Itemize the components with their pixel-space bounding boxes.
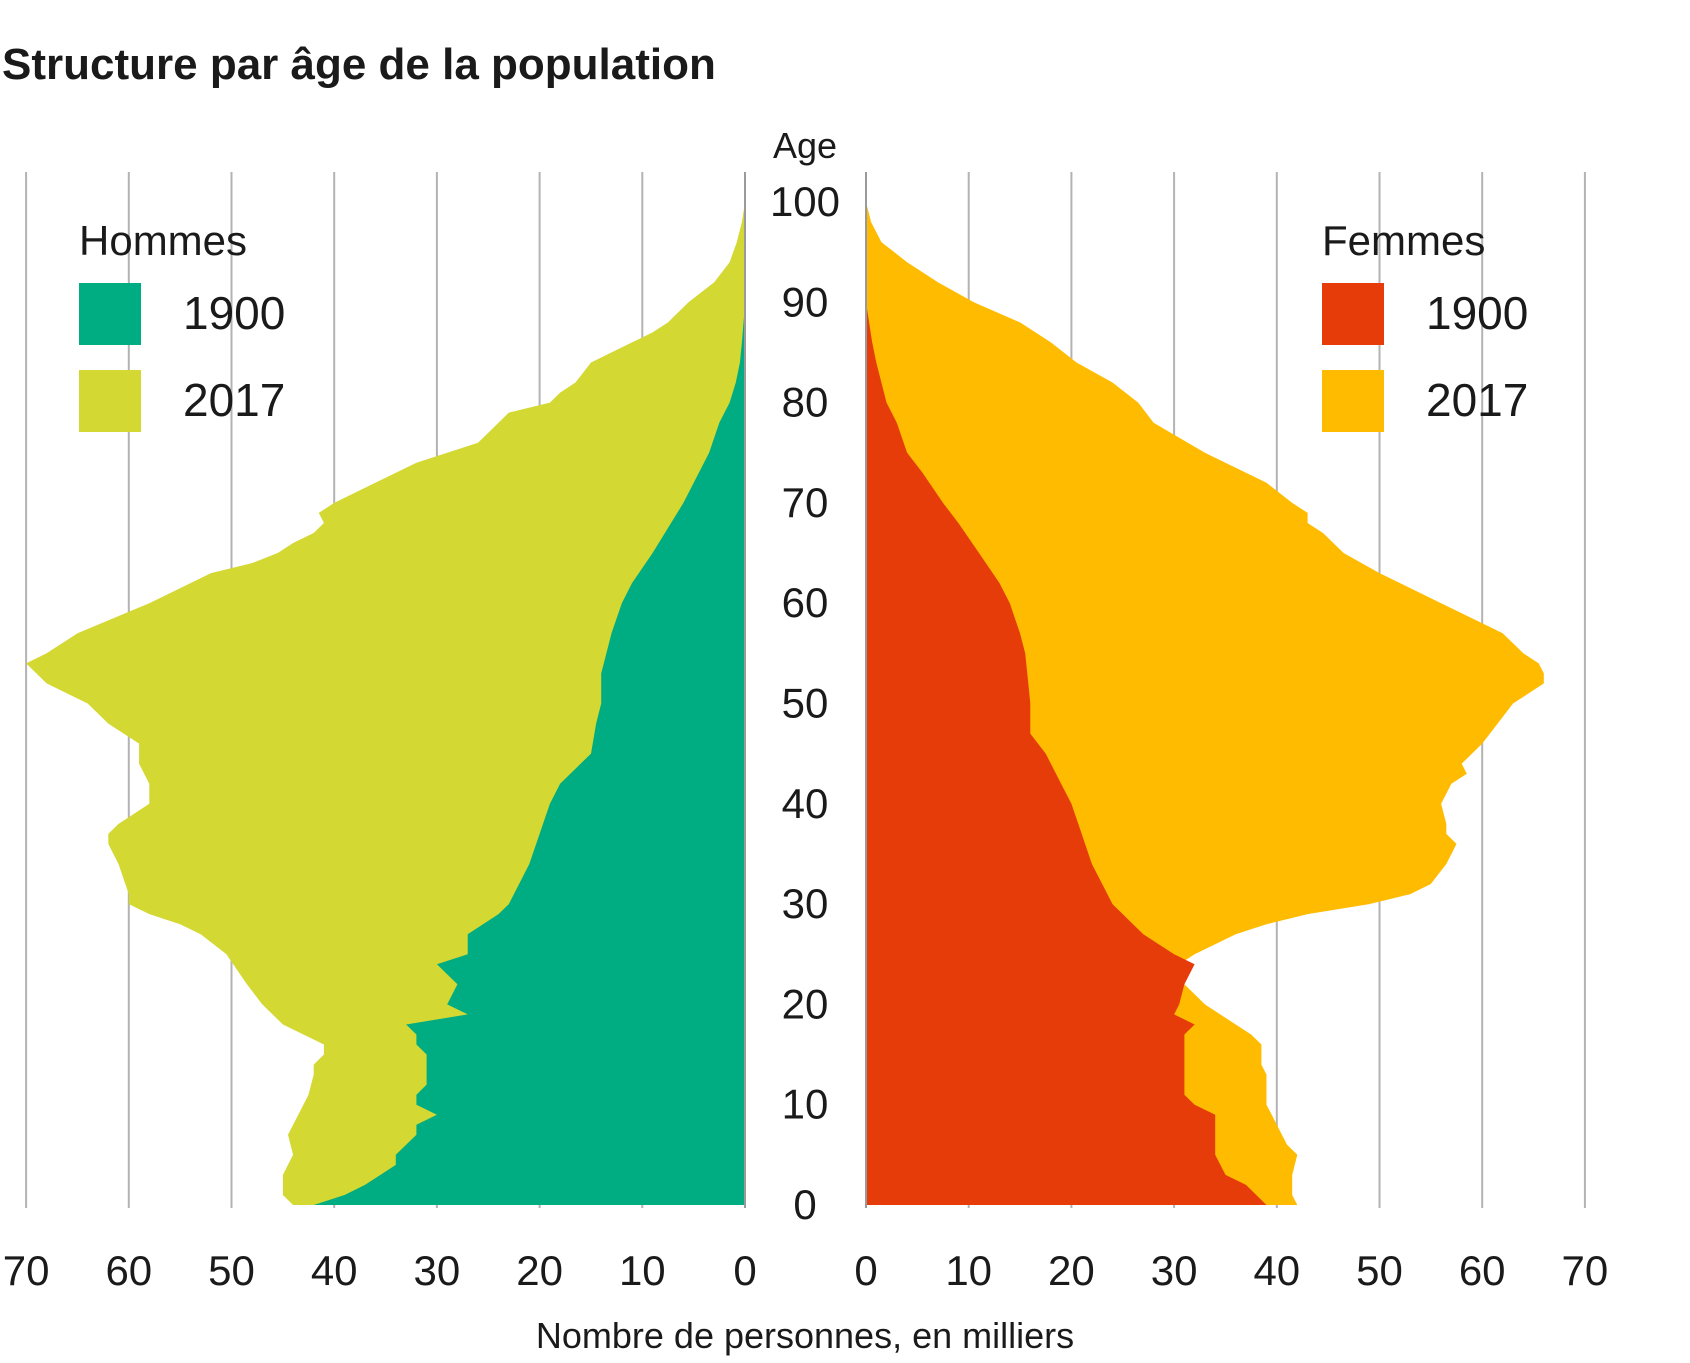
legend-swatch-hommes-2017: [79, 370, 141, 432]
legend-swatch-hommes-1900: [79, 283, 141, 345]
x-tick-label-right: 70: [1562, 1247, 1609, 1294]
x-tick-label-left: 0: [733, 1247, 756, 1294]
legend-swatch-femmes-1900: [1322, 283, 1384, 345]
y-tick-label: 70: [782, 479, 829, 526]
x-tick-label-left: 60: [105, 1247, 152, 1294]
y-tick-label: 50: [782, 680, 829, 727]
x-tick-label-right: 30: [1151, 1247, 1198, 1294]
y-tick-label: 60: [782, 579, 829, 626]
y-tick-label: 100: [770, 178, 840, 225]
x-tick-label-left: 70: [3, 1247, 50, 1294]
x-tick-label-right: 40: [1253, 1247, 1300, 1294]
legend-title-femmes: Femmes: [1322, 217, 1485, 264]
y-tick-label: 40: [782, 780, 829, 827]
x-tick-label-right: 50: [1356, 1247, 1403, 1294]
y-tick-label: 10: [782, 1081, 829, 1128]
x-tick-label-right: 20: [1048, 1247, 1095, 1294]
y-tick-label: 0: [793, 1181, 816, 1228]
legend-label-hommes-2017: 2017: [183, 374, 285, 426]
legends: Hommes 1900 2017 Femmes 1900 2017: [79, 217, 1528, 432]
data-areas: [26, 202, 1544, 1205]
y-tick-label: 80: [782, 379, 829, 426]
x-tick-label-left: 10: [619, 1247, 666, 1294]
x-tick-label-left: 20: [516, 1247, 563, 1294]
x-tick-label-left: 50: [208, 1247, 255, 1294]
legend-title-hommes: Hommes: [79, 217, 247, 264]
x-tick-label-left: 30: [414, 1247, 461, 1294]
legend-label-hommes-1900: 1900: [183, 287, 285, 339]
y-tick-label: 20: [782, 980, 829, 1027]
x-tick-label-right: 0: [854, 1247, 877, 1294]
y-tick-label: 90: [782, 278, 829, 325]
chart-title: Structure par âge de la population: [2, 40, 716, 89]
legend-swatch-femmes-2017: [1322, 370, 1384, 432]
area-hommes-1900: [313, 302, 745, 1205]
legend-label-femmes-2017: 2017: [1426, 374, 1528, 426]
baselines: [744, 172, 867, 1208]
x-tick-label-right: 10: [945, 1247, 992, 1294]
x-axis-label: Nombre de personnes, en milliers: [536, 1315, 1074, 1356]
x-tick-label-left: 40: [311, 1247, 358, 1294]
x-tick-label-right: 60: [1459, 1247, 1506, 1294]
area-femmes-1900: [866, 302, 1267, 1205]
y-axis-label: Age: [773, 125, 837, 166]
y-tick-label: 30: [782, 880, 829, 927]
legend-label-femmes-1900: 1900: [1426, 287, 1528, 339]
